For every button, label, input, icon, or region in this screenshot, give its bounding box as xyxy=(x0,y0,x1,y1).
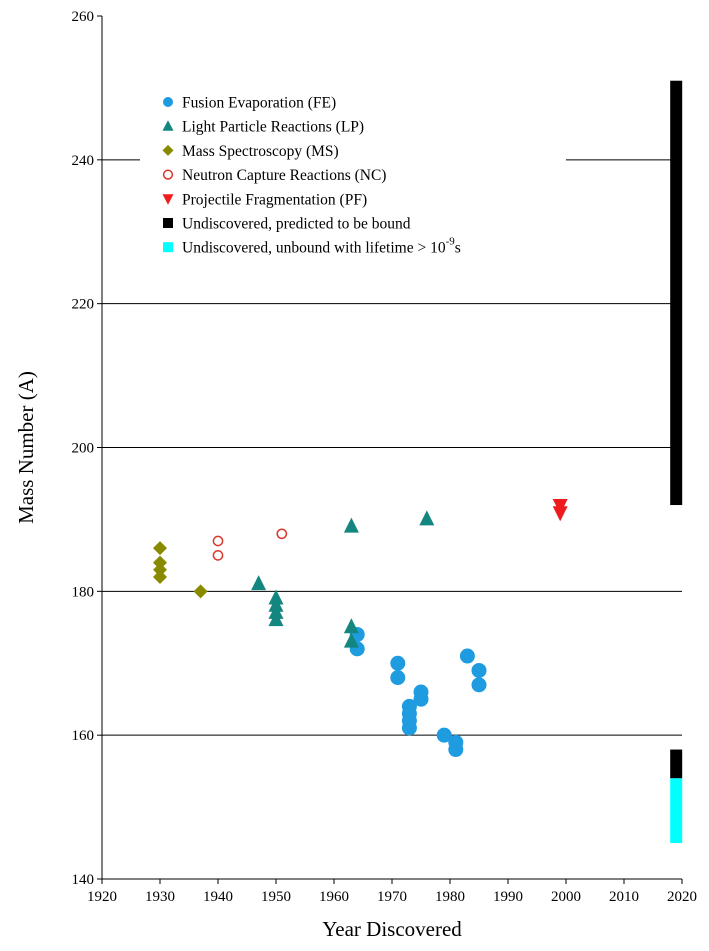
data-point-circle-9 xyxy=(413,691,429,707)
data-points xyxy=(153,499,568,758)
data-point-circle-open-0 xyxy=(212,535,224,547)
undiscovered-bars xyxy=(670,80,683,844)
undiscovered-bar-5-1 xyxy=(670,749,683,779)
data-point-triangle-up-6 xyxy=(343,618,359,634)
legend-label-suffix-6: s xyxy=(455,240,461,257)
data-point-circle-10 xyxy=(436,727,452,743)
legend-marker-1 xyxy=(162,120,174,131)
legend-label-2: Mass Spectroscopy (MS) xyxy=(182,143,339,160)
y-tick-label-6: 260 xyxy=(72,9,95,25)
x-tick-label-9: 2010 xyxy=(609,889,639,905)
data-point-circle-14 xyxy=(471,662,487,678)
axes xyxy=(97,15,683,884)
x-tick-label-6: 1980 xyxy=(435,889,465,905)
legend-label-4: Projectile Fragmentation (PF) xyxy=(182,191,367,208)
legend-marker-2 xyxy=(162,144,174,156)
data-point-triangle-up-7 xyxy=(343,632,359,648)
y-tick-label-4: 220 xyxy=(72,297,95,313)
data-point-triangle-up-4 xyxy=(268,611,284,627)
legend-label-3: Neutron Capture Reactions (NC) xyxy=(182,167,386,184)
data-point-circle-open-1 xyxy=(212,550,224,561)
x-tick-label-2: 1940 xyxy=(203,889,233,905)
undiscovered-bar-5-0 xyxy=(670,80,683,506)
legend-marker-3 xyxy=(162,169,174,180)
x-axis-title: Year Discovered xyxy=(322,917,462,941)
data-point-circle-7 xyxy=(401,720,417,736)
legend-label-0: Fusion Evaporation (FE) xyxy=(182,95,336,112)
y-axis-title: Mass Number (A) xyxy=(14,371,38,524)
legend-background-rect xyxy=(140,84,566,274)
data-point-diamond-0 xyxy=(153,541,167,556)
x-tick-label-4: 1960 xyxy=(319,889,349,905)
tick-labels: 140 160 180 200 220 240 260 1920 1930 1940 1950 196… xyxy=(72,9,698,905)
data-point-diamond-4 xyxy=(193,584,208,599)
data-point-diamond-2 xyxy=(153,562,167,577)
x-tick-label-8: 2000 xyxy=(551,889,581,905)
data-point-triangle-up-0 xyxy=(251,575,267,591)
x-tick-label-0: 1920 xyxy=(87,889,117,905)
legend-label-6: Undiscovered, unbound with lifetime > 10… xyxy=(182,236,461,257)
legend: Fusion Evaporation (FE) Light Particle Re… xyxy=(162,95,461,257)
legend-swatch-5 xyxy=(163,218,173,228)
x-tick-label-5: 1970 xyxy=(377,889,407,905)
data-point-circle-15 xyxy=(471,677,487,693)
legend-marker-0 xyxy=(163,97,173,107)
x-tick-label-7: 1990 xyxy=(493,889,523,905)
legend-label-5: Undiscovered, predicted to be bound xyxy=(182,216,411,233)
data-point-triangle-down-1 xyxy=(552,506,568,522)
y-tick-label-2: 180 xyxy=(72,584,95,600)
legend-marker-4 xyxy=(162,194,174,205)
data-point-diamond-1 xyxy=(153,555,167,570)
y-tick-label-1: 160 xyxy=(72,728,95,744)
x-tick-label-3: 1950 xyxy=(261,889,291,905)
legend-label-superscript-6: -9 xyxy=(446,236,456,248)
y-tick-label-3: 200 xyxy=(72,441,95,457)
undiscovered-bar-6-0 xyxy=(670,778,683,844)
data-point-circle-3 xyxy=(390,670,406,686)
legend-label-1: Light Particle Reactions (LP) xyxy=(182,119,364,136)
x-tick-label-10: 2020 xyxy=(667,889,697,905)
y-tick-label-5: 240 xyxy=(72,153,95,169)
data-point-circle-12 xyxy=(448,742,464,758)
y-tick-label-0: 140 xyxy=(72,872,95,888)
data-point-diamond-3 xyxy=(153,569,167,584)
legend-background xyxy=(140,84,566,274)
data-point-circle-13 xyxy=(459,648,475,664)
data-point-circle-open-2 xyxy=(276,528,288,540)
data-point-triangle-up-5 xyxy=(343,517,359,533)
legend-swatch-6 xyxy=(163,242,173,253)
data-point-triangle-up-8 xyxy=(419,510,435,526)
data-point-circle-2 xyxy=(390,655,406,671)
x-tick-label-1: 1930 xyxy=(145,889,175,905)
